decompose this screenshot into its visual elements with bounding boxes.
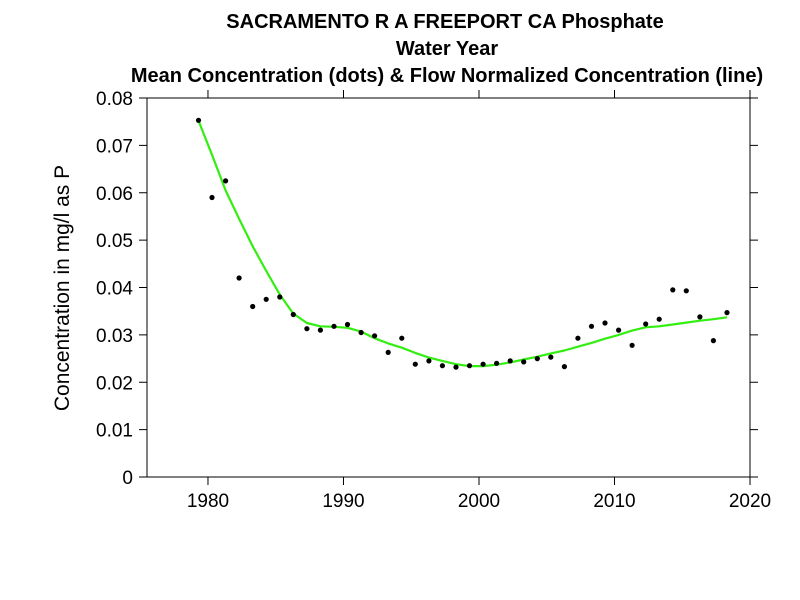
mean-concentration-dot xyxy=(480,361,486,367)
y-tick-label: 0.04 xyxy=(96,279,133,300)
plot-frame xyxy=(146,97,751,478)
y-axis-label: Concentration in mg/l as P xyxy=(51,165,74,411)
mean-concentration-dot xyxy=(494,360,500,366)
x-tick-label: 1990 xyxy=(322,491,364,512)
y-tick-label: 0.02 xyxy=(96,373,133,394)
y-tick-label: 0.01 xyxy=(96,421,133,442)
mean-concentration-dot xyxy=(372,333,378,339)
mean-concentration-dot xyxy=(453,364,459,370)
y-tick-label: 0 xyxy=(122,468,133,489)
y-tick-label: 0.07 xyxy=(96,136,133,157)
mean-concentration-dot xyxy=(277,294,283,300)
y-tick-label: 0.08 xyxy=(96,89,133,110)
x-tick-label: 2000 xyxy=(458,491,500,512)
chart-subtitle-2: Mean Concentration (dots) & Flow Normali… xyxy=(130,65,764,87)
mean-concentration-dot xyxy=(426,358,432,364)
mean-concentration-dot xyxy=(616,327,622,333)
mean-concentration-dot xyxy=(629,342,635,348)
chart-title: SACRAMENTO R A FREEPORT CA Phosphate xyxy=(226,11,664,33)
mean-concentration-dot xyxy=(385,349,391,355)
mean-concentration-dot xyxy=(507,358,513,364)
mean-concentration-dot xyxy=(521,359,527,365)
mean-concentration-dot xyxy=(548,354,554,360)
mean-concentration-dot xyxy=(317,327,323,333)
mean-concentration-dot xyxy=(534,356,540,362)
mean-concentration-dot xyxy=(304,326,310,332)
mean-concentration-dot xyxy=(697,314,703,320)
mean-concentration-dot xyxy=(670,287,676,293)
mean-concentration-dot xyxy=(561,364,568,370)
mean-concentration-dot xyxy=(236,275,242,281)
series xyxy=(195,117,730,370)
x-tick-label: 1980 xyxy=(187,491,229,512)
mean-concentration-dot xyxy=(399,335,405,341)
mean-concentration-dot xyxy=(412,361,418,367)
mean-concentration-dot xyxy=(575,335,581,341)
mean-concentration-dot xyxy=(358,329,364,336)
y-tick-label: 0.03 xyxy=(96,326,133,347)
chart-subtitle: Water Year xyxy=(395,38,499,60)
mean-concentration-dot xyxy=(656,316,662,322)
mean-concentration-dot xyxy=(602,320,608,326)
mean-concentration-dot xyxy=(331,323,337,329)
axes: 0 0.01 0.02 0.03 0.04 0.05 0.06 0.07 0.08 1980 199… xyxy=(51,89,771,512)
mean-concentration-dot xyxy=(439,363,445,369)
mean-concentration-dot xyxy=(724,310,730,316)
mean-concentration-dot xyxy=(209,194,215,201)
mean-concentration-dot xyxy=(588,323,595,329)
mean-concentration-dot xyxy=(643,321,649,327)
mean-concentration-dot xyxy=(263,296,269,302)
x-tick-label: 2020 xyxy=(729,491,771,512)
x-tick-label: 2010 xyxy=(593,491,635,512)
mean-concentration-dot xyxy=(290,311,296,318)
mean-concentration-dot xyxy=(710,338,717,344)
y-tick-label: 0.05 xyxy=(96,231,133,252)
mean-concentration-dot xyxy=(683,288,689,294)
mean-concentration-dot xyxy=(466,363,473,369)
mean-concentration-dot xyxy=(195,117,202,123)
mean-concentration-dot xyxy=(344,321,351,328)
mean-concentration-dot xyxy=(250,303,256,310)
y-tick-label: 0.06 xyxy=(96,184,133,205)
mean-concentration-dot xyxy=(223,178,229,184)
flow-normalized-line xyxy=(197,120,728,368)
plot-area xyxy=(146,97,751,478)
